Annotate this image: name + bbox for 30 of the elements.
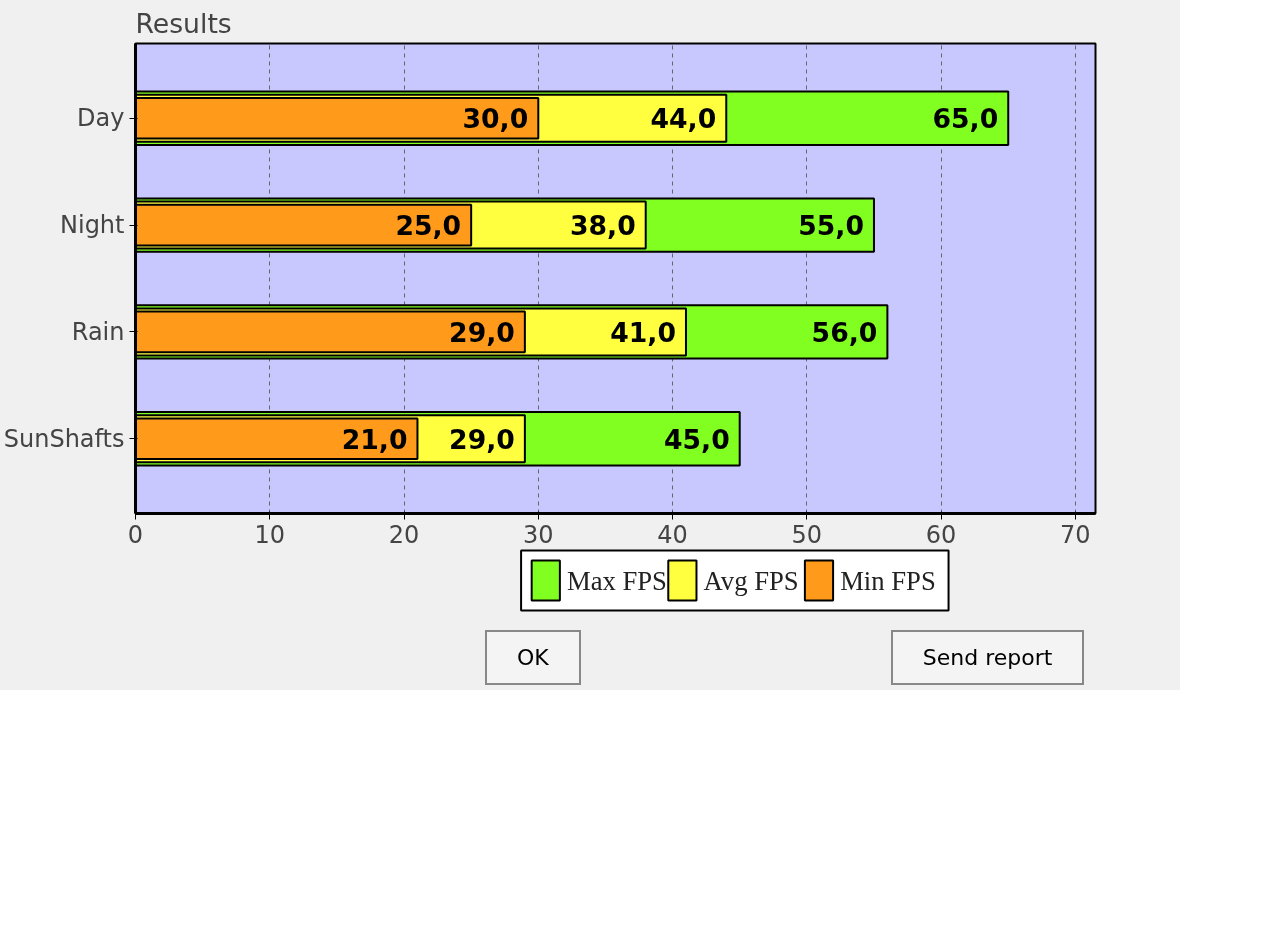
y-tick-label: Rain [71, 317, 125, 346]
chart-title: Results [135, 7, 232, 39]
x-tick-label: 0 [127, 520, 144, 549]
data-label: 55,0 [798, 210, 864, 242]
y-tick-label: Day [77, 104, 125, 133]
data-label: 38,0 [569, 210, 636, 242]
data-label: 45,0 [663, 423, 730, 455]
x-tick-label: 20 [388, 520, 420, 549]
x-tick-label: 60 [925, 520, 957, 549]
data-label: 65,0 [932, 103, 999, 135]
data-label: 44,0 [650, 103, 717, 135]
x-tick-label: 70 [1060, 520, 1091, 549]
x-tick-label: 10 [254, 520, 286, 549]
text: OK [517, 644, 549, 672]
data-label: 29,0 [449, 316, 515, 348]
data-label: 25,0 [395, 210, 462, 242]
data-label: 56,0 [811, 316, 878, 348]
legend-label: Max FPS [566, 565, 667, 596]
y-tick-label: Night [60, 211, 125, 240]
data-label: 21,0 [341, 423, 408, 455]
data-label: 41,0 [610, 316, 676, 348]
x-tick-label: 30 [523, 520, 554, 549]
data-label: 29,0 [449, 423, 515, 455]
legend-label: Avg FPS [703, 565, 799, 596]
x-tick-label: 50 [791, 520, 823, 549]
text: Send report [922, 644, 1053, 672]
y-tick-label: SunShafts [3, 424, 125, 453]
x-tick-label: 40 [657, 520, 688, 549]
data-label: 30,0 [462, 103, 529, 135]
legend-label: Min FPS [840, 565, 936, 596]
